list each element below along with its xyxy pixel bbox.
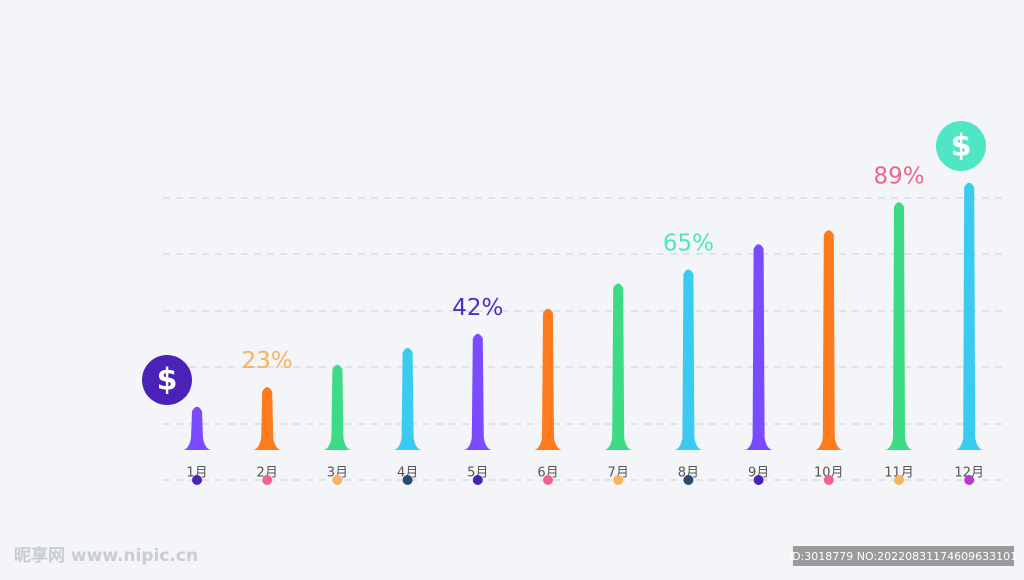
tick-dot bbox=[262, 475, 273, 485]
x-tick-label: 7月 bbox=[608, 466, 629, 481]
grid bbox=[163, 197, 1008, 481]
x-tick-label: 5月 bbox=[467, 466, 488, 481]
tick-dot bbox=[894, 475, 904, 485]
bar bbox=[885, 202, 913, 450]
watermark: 昵享网 www.nipic.cn bbox=[14, 545, 198, 566]
x-tick-label: 1月 bbox=[186, 466, 207, 481]
bar bbox=[463, 333, 492, 450]
x-tick-label: 8月 bbox=[678, 466, 699, 481]
icon-symbol: $ bbox=[157, 363, 178, 398]
x-tick-label: 10月 bbox=[814, 466, 844, 481]
value-label: 23% bbox=[242, 348, 293, 374]
icon-symbol: $ bbox=[951, 129, 972, 164]
bar bbox=[674, 269, 703, 450]
value-label: 89% bbox=[873, 163, 924, 189]
icon-badge bbox=[936, 121, 986, 171]
bar bbox=[744, 244, 773, 450]
tick-dot bbox=[332, 475, 343, 485]
icon-badge bbox=[142, 355, 192, 405]
id-box bbox=[793, 546, 1014, 566]
tick-dot bbox=[192, 475, 202, 485]
bar bbox=[814, 230, 843, 450]
bar bbox=[955, 182, 984, 450]
x-tick-label: 3月 bbox=[327, 466, 348, 481]
bar bbox=[604, 283, 633, 450]
tick-dot bbox=[613, 475, 624, 485]
tick-dot bbox=[823, 475, 834, 485]
tick-dot bbox=[683, 475, 694, 485]
tick-dot bbox=[472, 475, 483, 485]
value-label: 65% bbox=[663, 231, 714, 257]
tick-dot bbox=[543, 475, 553, 485]
bar bbox=[393, 347, 422, 450]
tick-dot bbox=[402, 475, 413, 485]
bar bbox=[253, 387, 282, 450]
x-tick-label: 12月 bbox=[954, 466, 984, 481]
value-label: 42% bbox=[452, 295, 503, 321]
x-tick-label: 11月 bbox=[884, 466, 914, 481]
tick-dot bbox=[753, 475, 764, 485]
x-tick-label: 6月 bbox=[537, 466, 558, 481]
bar bbox=[534, 308, 562, 450]
image-id: ID:3018779 NO:20220831174609633101 bbox=[789, 550, 1017, 563]
tick-dot bbox=[964, 475, 975, 485]
x-tick-label: 9月 bbox=[748, 466, 769, 481]
bar bbox=[183, 406, 211, 450]
x-tick-label: 4月 bbox=[397, 466, 418, 481]
bar bbox=[323, 364, 352, 450]
x-tick-label: 2月 bbox=[257, 466, 278, 481]
